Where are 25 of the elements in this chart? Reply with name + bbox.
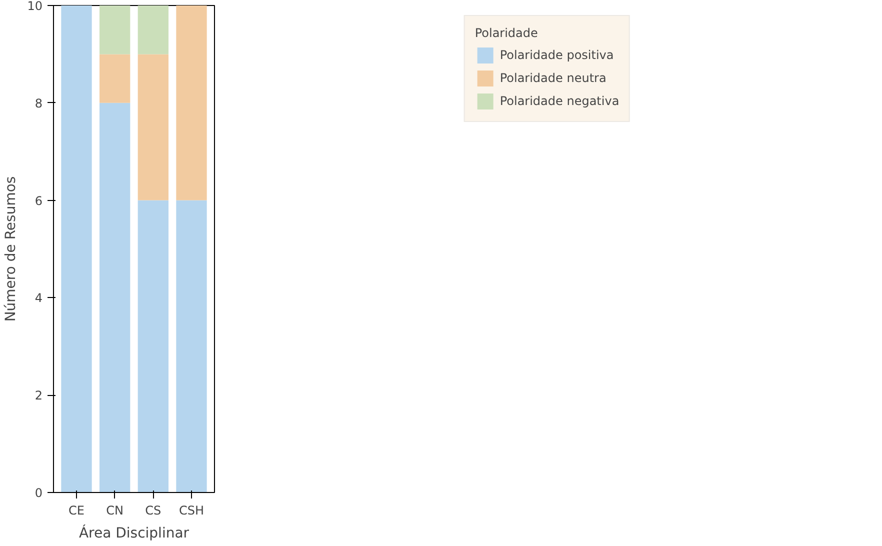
bar [100,54,130,103]
legend-label: Polaridade negativa [500,94,620,108]
x-tick-label: CE [68,504,84,518]
x-axis-title: Área Disciplinar [78,524,190,542]
x-tick-label: CS [145,504,162,518]
x-tick-label: CN [106,504,124,518]
legend-label: Polaridade positiva [500,48,614,62]
bar [138,200,168,492]
bar [138,54,168,200]
bar [100,6,130,54]
legend-label: Polaridade neutra [500,71,606,85]
legend-title: Polaridade [474,26,539,40]
y-tick-label: 8 [34,96,43,110]
bar [176,200,207,492]
bar [176,6,207,200]
y-tick-label: 2 [34,388,43,403]
y-axis-title: Número de Resumos [3,176,20,322]
y-tick-label: 10 [27,0,43,13]
y-tick-label: 6 [34,194,43,208]
bar [61,6,92,492]
bar [138,6,168,54]
y-tick-label: 0 [34,486,43,500]
y-tick-label: 4 [34,291,43,306]
x-tick-label: CSH [178,504,204,518]
bar [100,102,130,492]
